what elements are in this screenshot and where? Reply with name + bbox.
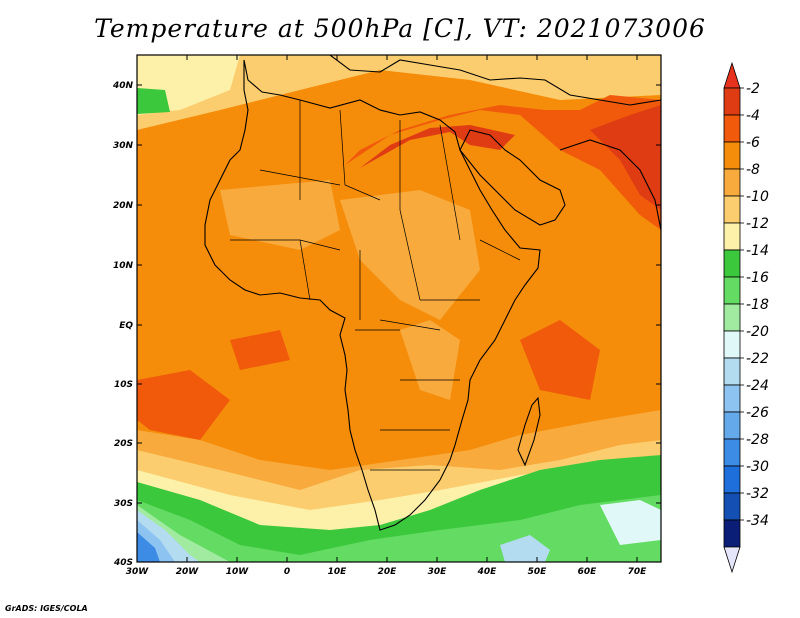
africa-coast (204, 59, 541, 531)
colorbar-swatch (723, 222, 741, 251)
colorbar-label: -6 (746, 135, 760, 151)
field-atlantic-hot (137, 370, 230, 440)
credit-label: GrADS: IGES/COLA (5, 604, 88, 613)
colorbar-swatch (723, 141, 741, 170)
lat-label: 20N (113, 201, 134, 211)
colorbar-swatch (723, 330, 741, 359)
lon-label: 40E (477, 567, 498, 577)
colorbar-swatch (723, 492, 741, 521)
field-north-band (137, 55, 661, 130)
arabia-coast (459, 129, 566, 226)
latitude-axis: 40N 30N 20N 10N EQ 10S 20S 30S 40S (112, 81, 661, 568)
lon-label: 60E (578, 567, 598, 577)
colorbar-swatch (723, 303, 741, 332)
colorbar-swatch (723, 465, 741, 494)
lat-label: 30N (113, 141, 134, 151)
colorbar-swatch (723, 411, 741, 440)
colorbar-label: -24 (746, 378, 769, 394)
colorbar-swatch (723, 87, 741, 116)
colorbar-swatch (723, 276, 741, 305)
colorbar-label: -22 (746, 351, 769, 367)
lon-label: 20E (378, 567, 398, 577)
field-hot-core-2 (590, 105, 661, 210)
lon-label: 70E (628, 567, 648, 577)
lat-label: 30S (114, 499, 133, 509)
colorbar-label: -18 (746, 297, 769, 313)
lon-label: 50E (528, 567, 548, 577)
lon-label: 30E (428, 567, 448, 577)
field-sw-cool-3 (137, 532, 160, 562)
colorbar-label: -26 (746, 405, 769, 421)
colorbar-label: -32 (746, 486, 769, 502)
lat-label: 20S (114, 439, 133, 449)
colorbar-label: -30 (746, 459, 769, 475)
lat-label: 10N (113, 261, 134, 271)
colorbar-swatch (723, 195, 741, 224)
colorbar-label: -28 (746, 432, 769, 448)
colorbar-label: -4 (746, 108, 760, 124)
field-se-pale (600, 500, 661, 545)
madagascar (517, 396, 541, 467)
longitude-axis: 30W 20W 10W 0 10E 20E 30E 40E 50E 60E 70E (126, 55, 647, 577)
lat-label: EQ (119, 321, 133, 331)
lon-label: 20W (176, 567, 200, 577)
field-northwest-green (137, 88, 170, 114)
field-indian-hot (520, 320, 600, 400)
colorbar-label: -8 (746, 162, 760, 178)
colorbar-label: -2 (746, 81, 760, 97)
lon-label: 0 (284, 567, 290, 577)
colorbar-bottom-arrow (723, 546, 741, 574)
field-atlantic-hot-2 (230, 330, 290, 370)
lat-label: 10S (114, 380, 133, 390)
lon-label: 30W (126, 567, 150, 577)
field-west-light (220, 180, 340, 250)
colorbar-label: -12 (746, 216, 769, 232)
colorbar-top-arrow (723, 61, 741, 89)
field-hot-core-1 (360, 125, 515, 168)
colorbar-swatch (723, 384, 741, 413)
colorbar-swatch (723, 168, 741, 197)
colorbar-swatch (723, 114, 741, 143)
colorbar: -2 -4 -6 -8 -10 -12 -14 -16 -18 -20 -22 -24 -26 -28 -3… (723, 61, 769, 574)
map-frame (136, 54, 662, 563)
temperature-field (137, 55, 661, 562)
map-title: Temperature at 500hPa [C], VT: 202107300… (94, 14, 706, 43)
colorbar-label: -14 (746, 243, 769, 259)
northern-coast (329, 55, 661, 106)
colorbar-swatch (723, 249, 741, 278)
colorbar-swatch (723, 438, 741, 467)
colorbar-label: -34 (746, 513, 769, 529)
colorbar-label: -10 (746, 189, 769, 205)
colorbar-label: -16 (746, 270, 769, 286)
lat-label: 40N (112, 81, 134, 91)
field-saharan-hot (345, 95, 661, 230)
lat-label: 40S (113, 558, 133, 568)
field-s-cool (500, 535, 550, 562)
borders (230, 100, 521, 471)
colorbar-swatch (723, 357, 741, 386)
colorbar-label: -20 (746, 324, 769, 340)
lon-label: 10E (328, 567, 348, 577)
lon-label: 10W (226, 567, 250, 577)
colorbar-swatch (723, 519, 741, 548)
